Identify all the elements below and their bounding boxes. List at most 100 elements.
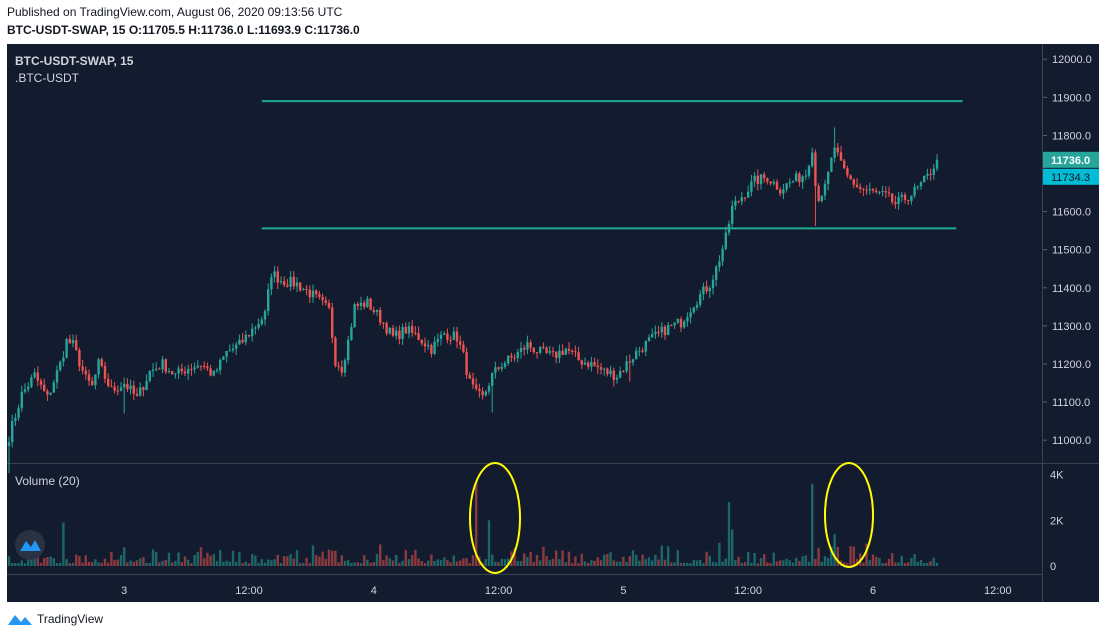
candle [471,372,475,390]
candle [500,362,503,372]
volume-bar [327,549,331,566]
candle [670,324,673,327]
candle [849,174,852,180]
candle [251,323,254,342]
candle [507,355,510,366]
candle [887,186,891,198]
volume-bar [379,544,382,566]
volume-bar [807,561,811,566]
annotation-ellipse-2[interactable] [824,462,874,568]
volume-tick-label: 4K [1050,470,1064,482]
volume-bar [641,554,644,566]
candle [308,285,311,304]
volume-bar [459,560,462,566]
volume-bar [881,563,884,566]
candle [823,179,827,201]
candle [929,168,932,181]
time-tick-label: 4 [371,585,377,597]
volume-bar [542,546,545,566]
volume-bar [369,562,372,566]
tradingview-logo-badge-icon[interactable] [15,530,45,560]
time-tick-label: 3 [121,585,127,597]
volume-bar [251,553,254,566]
volume-bar [123,547,126,566]
candle [846,165,849,178]
candle [84,366,87,380]
candle [174,372,177,379]
candle [439,330,443,346]
tradingview-footer[interactable]: TradingView [7,612,103,626]
price-tick-label: 11500.0 [1052,245,1091,257]
volume-bar [190,563,193,566]
volume-bar [638,560,641,566]
candle [481,387,484,400]
volume-bar [372,562,375,566]
candle [219,358,222,375]
high-value: 11736.0 [200,23,244,37]
volume-bar [183,556,187,566]
volume-bar [526,557,529,566]
candle [324,296,327,306]
volume-bar [503,559,507,566]
candle [855,178,859,189]
candle [212,370,215,377]
candle [628,354,631,382]
candle [913,183,916,199]
time-tick-label: 12:00 [235,585,263,597]
volume-axis: 4K 2K 0 [1050,470,1064,573]
volume-bar [295,549,299,566]
volume-bar [804,555,807,566]
candle [727,220,731,236]
volume-bar [820,561,823,566]
candle [305,285,308,296]
volume-bar [903,563,907,566]
volume-bar [567,551,571,566]
volume-bar [270,560,273,566]
candle [910,195,913,205]
candle [679,316,683,332]
candle [23,383,27,394]
volume-bar [715,562,718,566]
candle [731,200,734,230]
volume-bar [705,551,708,566]
volume-bar [107,562,110,566]
volume-bar [683,562,686,566]
candle [436,333,439,347]
candle [935,154,939,172]
volume-bar [452,555,455,566]
candle [843,158,846,170]
volume-bar [494,561,497,566]
volume-bar [609,552,612,566]
volume-bar [932,557,935,566]
candle [334,335,337,368]
volume-bar [775,561,779,566]
annotation-ellipse-1[interactable] [469,462,521,574]
volume-bar [366,559,369,566]
candle [916,185,919,191]
volume-bar [331,550,334,566]
candle [62,351,65,367]
candle [372,306,375,315]
candle [577,346,580,361]
candle [766,177,769,185]
volume-bar [692,559,695,566]
candle [555,351,558,364]
volume-bar [257,562,260,566]
volume-bar [254,555,257,566]
volume-bar [305,558,308,566]
volume-bar [471,555,475,566]
chart[interactable]: 12000.011900.011800.011700.011600.011500… [0,0,1106,608]
candle [126,378,129,393]
candle [587,360,590,370]
volume-bar [535,554,539,566]
candle [337,361,340,371]
volume-bar [135,560,139,566]
candle [375,309,379,317]
candle [36,366,39,387]
candle [561,344,564,356]
volume-bar [283,556,286,566]
price-tick-label: 11300.0 [1052,321,1091,333]
volume-bar [747,552,750,566]
time-tick-label: 12:00 [734,585,762,597]
volume-bar [763,554,766,566]
